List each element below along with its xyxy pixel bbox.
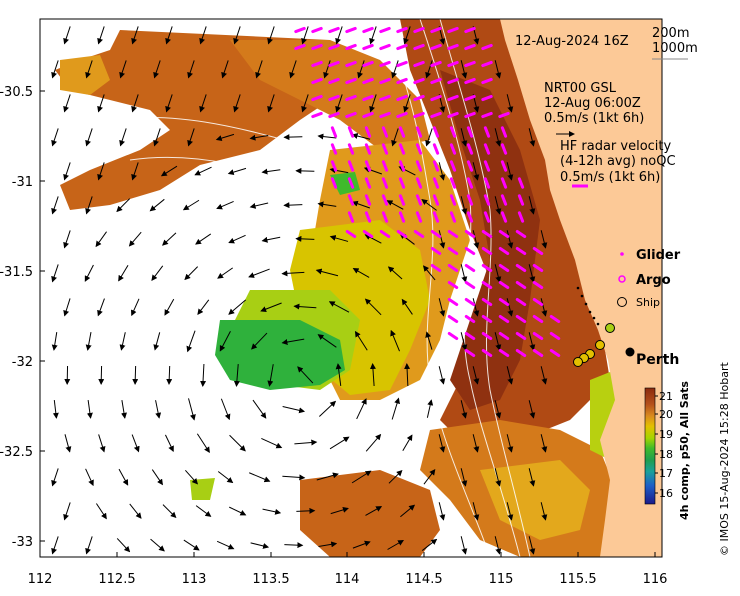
colorbar-tick-label: 20 [659,408,673,421]
legend-argo: Argo [636,273,671,288]
x-tick-label: 112 [28,572,53,587]
current-arrow [169,366,170,384]
map-timestamp: 12-Aug-2024 16Z [515,34,629,49]
y-tick-label: -30.5 [0,85,33,100]
x-tick-label: 115.5 [559,572,596,587]
isobath-label-1000m: 1000m [652,41,698,56]
image-credit: © IMOS 15-Aug-2024 15:28 Hobart [718,362,731,556]
x-tick-label: 114.5 [405,572,442,587]
legend-ship: Ship [636,296,660,309]
isobath-label-200m: 200m [652,26,689,41]
radar-title: HF radar velocity [560,139,672,154]
x-tick-label: 112.5 [98,572,135,587]
y-tick-label: -31.5 [0,265,33,280]
y-tick-label: -32 [12,355,33,370]
colorbar-tick-label: 17 [659,467,673,480]
x-tick-label: 114 [335,572,360,587]
x-tick-label: 113 [182,572,207,587]
y-axis-ticks: -30.5 -31 -31.5 -32 -32.5 -33 [0,85,45,550]
colorbar-tick-label: 21 [659,390,673,403]
radar-scale: 0.5m/s (1kt 6h) [560,170,660,185]
perth-label: Perth [636,352,679,368]
colorbar-tick-label: 19 [659,428,673,441]
colorbar-tick-label: 16 [659,487,673,500]
x-tick-label: 113.5 [252,572,289,587]
y-tick-label: -33 [12,535,33,550]
current-arrow [284,205,302,206]
radar-avg: (4-12h avg) noQC [560,154,676,169]
current-arrow [135,366,136,384]
model-time: 12-Aug 06:00Z [544,96,641,111]
current-arrow [296,239,314,240]
colorbar-tick-label: 18 [659,448,673,461]
legend-glider: Glider [636,248,681,263]
y-tick-label: -31 [12,175,33,190]
glider-legend-marker [620,252,624,256]
x-tick-label: 116 [643,572,668,587]
model-scale: 0.5m/s (1kt 6h) [544,111,644,126]
model-name: NRT00 GSL [544,81,617,96]
y-tick-label: -32.5 [0,445,33,460]
perth-marker [626,348,635,357]
colorbar-label: 4h comp, p50, All Sats [678,381,691,520]
colorbar [645,388,655,504]
x-tick-label: 115 [489,572,514,587]
